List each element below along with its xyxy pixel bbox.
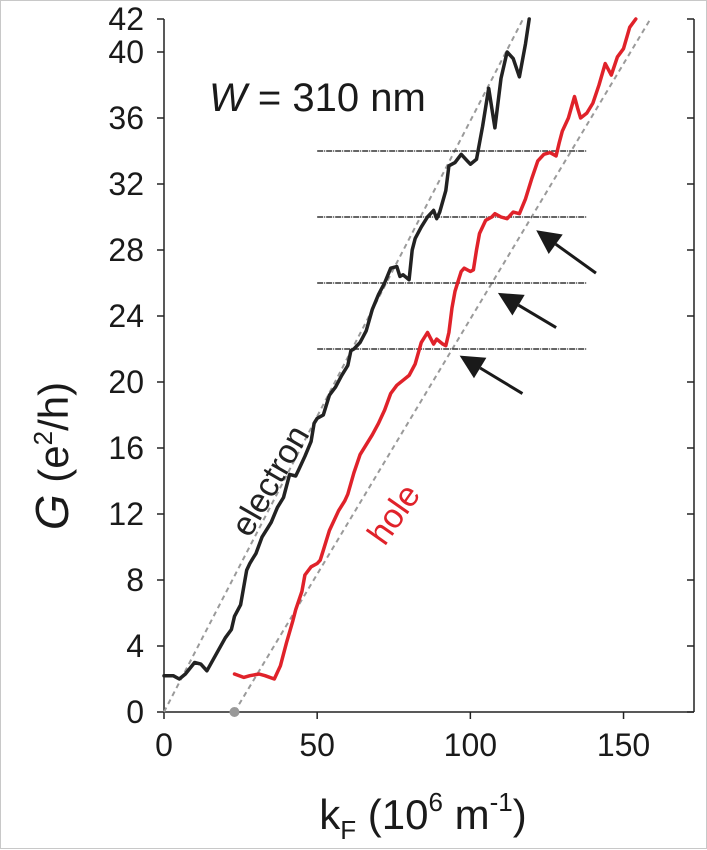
y-tick-label: 8 (126, 562, 144, 598)
y-tick-label: 36 (108, 100, 144, 136)
y-tick-label: 40 (108, 34, 144, 70)
arrow-head-0 (459, 355, 487, 379)
axes-group (157, 18, 695, 719)
series-line-electron (162, 17, 531, 681)
x-tick-label: 50 (299, 727, 335, 763)
y-tick-label: 16 (108, 430, 144, 466)
series-line-hole (232, 17, 638, 681)
arrow-shaft-2 (554, 242, 597, 275)
x-tick-label: 100 (444, 727, 497, 763)
y-tick-label: 28 (108, 232, 144, 268)
arrows-group (459, 230, 597, 395)
y-tick-label: 42 (108, 1, 144, 37)
fit-lines-group (163, 18, 652, 713)
y-tick-label: 24 (108, 298, 144, 334)
arrow-head-2 (536, 230, 563, 254)
y-tick-label: 20 (108, 364, 144, 400)
y-tick-label: 12 (108, 496, 144, 532)
y-tick-label: 32 (108, 166, 144, 202)
arrow-shaft-0 (479, 366, 524, 395)
x-axis-label: kF (106 m-1) (319, 787, 527, 845)
y-tick-label: 0 (126, 694, 144, 730)
series-group (162, 17, 638, 717)
fit-line-0 (163, 18, 524, 713)
width-annotation: W = 310 nm (209, 76, 426, 120)
y-tick-label: 4 (126, 628, 144, 664)
arrow-head-1 (497, 292, 525, 316)
arrow-shaft-1 (517, 303, 557, 329)
intercept-marker (229, 707, 240, 717)
x-tick-label: 0 (155, 727, 173, 763)
x-tick-label: 150 (597, 727, 650, 763)
series-label-hole: hole (360, 477, 428, 551)
y-axis-label: G (e2/h) (26, 382, 78, 530)
